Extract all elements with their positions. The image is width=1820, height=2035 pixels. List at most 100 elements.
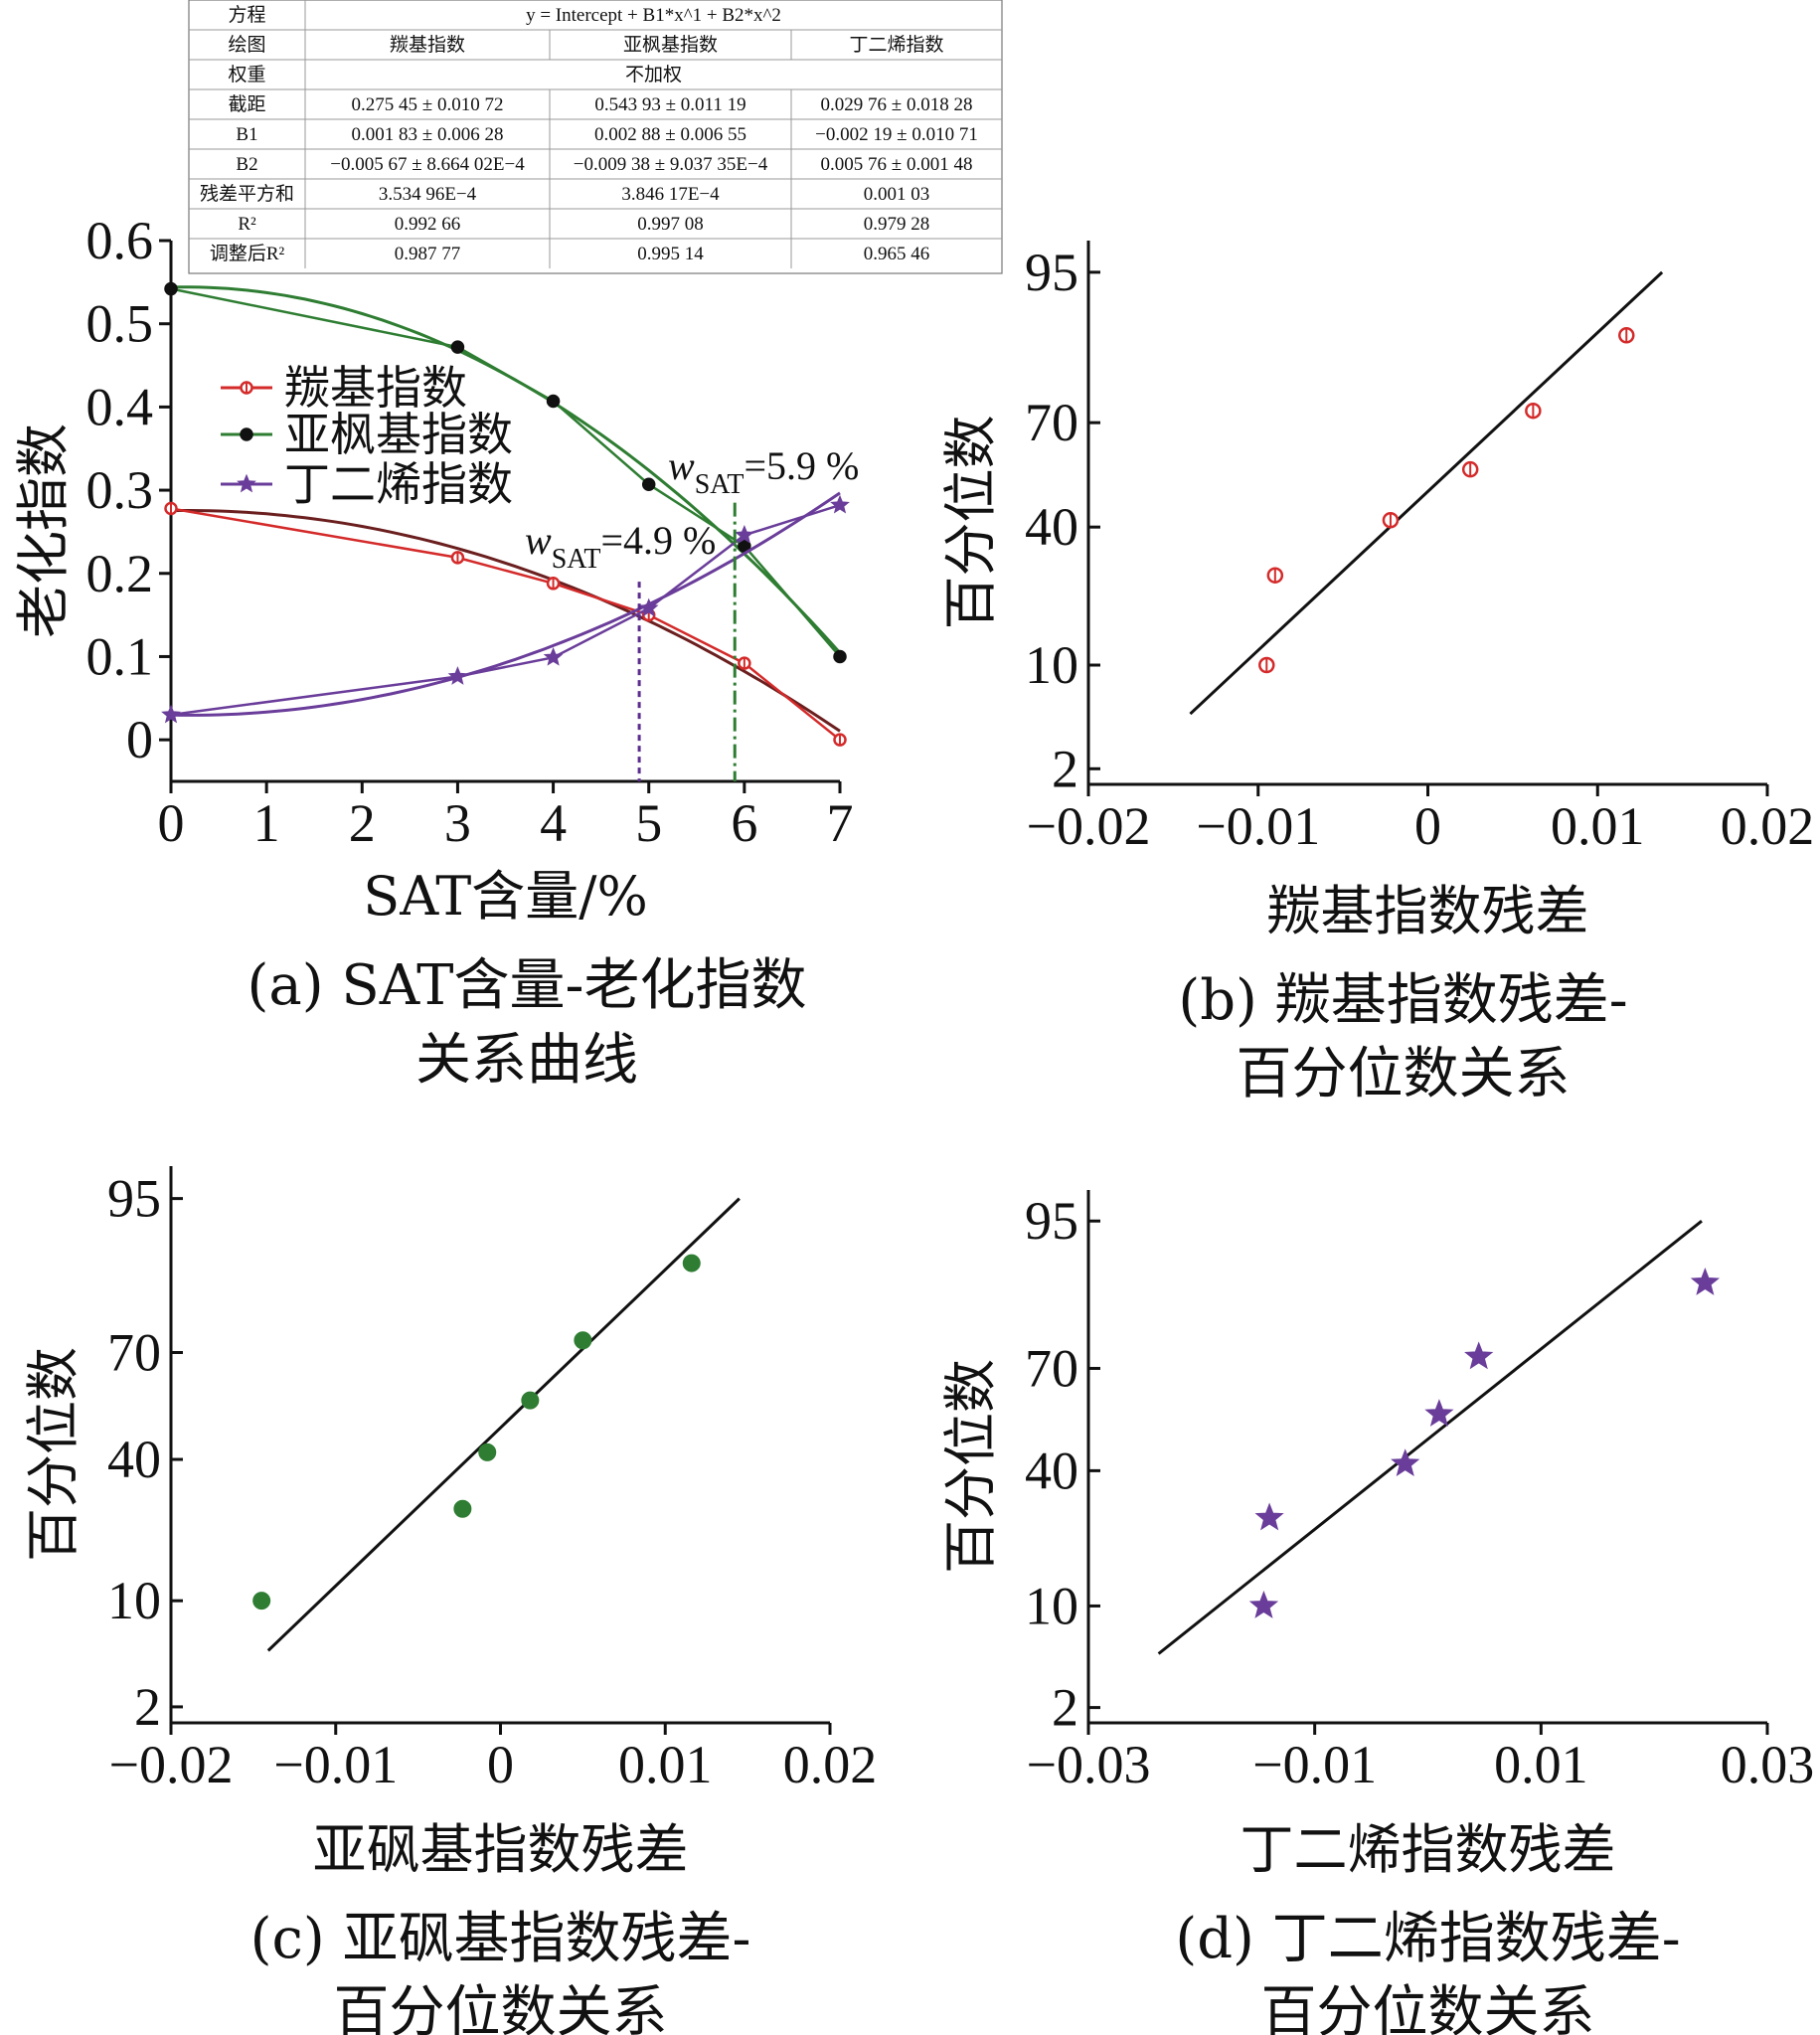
y-tick-label: 0 [126, 710, 153, 769]
data-point [1464, 1341, 1494, 1370]
table-cell: 0.001 83 ± 0.006 28 [352, 124, 504, 145]
y-tick-label: 40 [1025, 497, 1078, 557]
x-tick-label: −0.01 [1196, 796, 1320, 856]
data-point [453, 1499, 472, 1518]
y-tick-label: 2 [1052, 739, 1078, 798]
data-point [735, 524, 754, 544]
y-tick-label: 70 [1025, 393, 1078, 452]
annotation-value: =4.9 % [600, 518, 716, 563]
caption-line: (c) 亚砜基指数残差- [250, 1907, 751, 1971]
annotation-sub: SAT [695, 469, 745, 500]
x-axis-label: SAT含量/% [363, 865, 648, 928]
table-cell: 3.846 17E−4 [621, 184, 720, 205]
caption-line: 百分位数关系 [334, 1980, 668, 2035]
x-tick-label: 1 [253, 793, 280, 853]
table-cell: 3.534 96E−4 [379, 184, 477, 205]
y-tick-label: 0.2 [86, 544, 154, 603]
x-tick-label: 6 [731, 793, 757, 853]
table-row-label: 绘图 [228, 34, 265, 56]
table-cell: 0.987 77 [395, 244, 461, 264]
series-line [170, 503, 841, 717]
y-tick-label: 10 [1025, 635, 1078, 695]
caption-line: 百分位数关系 [1237, 1042, 1571, 1106]
annotation-w: w [668, 443, 695, 488]
table-row-label: 截距 [228, 93, 265, 115]
y-tick-label: 10 [107, 1571, 161, 1630]
x-tick-label: −0.03 [1027, 1735, 1151, 1794]
caption-line: (b) 羰基指数残差- [1178, 968, 1627, 1033]
data-point [447, 666, 468, 685]
table-cell: y = Intercept + B1*x^1 + B2*x^2 [526, 5, 781, 26]
table-cell: 亚枫基指数 [623, 34, 718, 56]
panel-b: −0.02 −0.01 0 0.01 0.02 2 10 40 70 95 羰基指数残差 百分位数 (b… [939, 241, 1814, 1106]
panel-c: −0.02 −0.01 0 0.01 0.02 2 10 40 70 95 亚砜基指数残差 百分位数 (… [22, 1166, 877, 2035]
data-point [546, 394, 561, 409]
x-tick-label: 0.03 [1721, 1735, 1815, 1794]
series-line [170, 287, 841, 658]
y-tick-label: 40 [1025, 1441, 1078, 1500]
fit-line [1189, 270, 1664, 716]
table-row-label: 残差平方和 [200, 183, 294, 205]
y-tick-label: 10 [1025, 1576, 1078, 1635]
x-tick-label: −0.02 [109, 1735, 234, 1794]
annotation: wSAT=5.9 % [668, 443, 859, 500]
annotation-w: w [525, 518, 552, 563]
legend-label: 丁二烯指数 [284, 457, 513, 511]
data-point [240, 427, 253, 441]
x-tick-label: 0.01 [1494, 1735, 1588, 1794]
annotation-value: =5.9 % [744, 443, 859, 488]
x-tick-label: 0 [1414, 796, 1441, 856]
data-point [478, 1442, 497, 1461]
y-axis-label: 百分位数 [22, 1347, 84, 1562]
series-line [170, 507, 841, 742]
y-tick-label: 40 [107, 1430, 161, 1489]
data-point [1248, 1591, 1279, 1618]
x-tick-label: 0.01 [1551, 796, 1645, 856]
y-tick-label: 0.5 [86, 294, 154, 354]
data-point [830, 494, 850, 514]
x-tick-label: 5 [635, 793, 662, 853]
table-cell: 0.275 45 ± 0.010 72 [352, 94, 504, 115]
y-axis-label: 老化指数 [12, 424, 75, 638]
fit-line [266, 1197, 741, 1652]
y-tick-label: 2 [1052, 1678, 1078, 1738]
x-tick-label: 2 [349, 793, 376, 853]
fit-curve [170, 491, 841, 717]
data-point [638, 597, 659, 617]
x-tick-label: 4 [540, 793, 567, 853]
table-row-label: 方程 [228, 4, 265, 26]
table-row-label: B1 [236, 124, 257, 145]
x-axis-label: 羰基指数残差 [1267, 880, 1589, 942]
x-tick-label: −0.02 [1027, 796, 1151, 856]
data-point [1690, 1268, 1721, 1295]
data-point [543, 646, 564, 666]
panel-d: −0.03 −0.01 0.01 0.03 2 10 40 70 95 丁二烯指数残差 百分位数 (d… [939, 1190, 1814, 2035]
table-cell: 0.005 76 ± 0.001 48 [821, 154, 973, 175]
caption-line: (d) 丁二烯指数残差- [1175, 1907, 1680, 1971]
table-row-label: R² [238, 214, 256, 235]
panel-a: 0 1 2 3 4 5 6 7 0 0.1 0.2 0.3 0.4 0.5 0.6 SAT含量/% 老化指数 (a… [12, 211, 859, 1093]
x-axis-label: 丁二烯指数残差 [1241, 1818, 1616, 1881]
table-cell: −0.009 38 ± 9.037 35E−4 [574, 154, 768, 175]
data-point [682, 1254, 701, 1272]
y-tick-label: 2 [134, 1677, 161, 1737]
table-cell: 丁二烯指数 [849, 34, 943, 56]
table-cell: 0.965 46 [864, 244, 930, 264]
table-cell: 0.029 76 ± 0.018 28 [821, 94, 973, 115]
table-cell: −0.005 67 ± 8.664 02E−4 [330, 154, 525, 175]
table-cell: 0.997 08 [637, 214, 704, 235]
table-cell: 0.543 93 ± 0.011 19 [594, 94, 745, 115]
data-point [1424, 1399, 1454, 1427]
table-cell: 0.995 14 [637, 244, 704, 264]
y-tick-label: 0.1 [86, 626, 154, 686]
legend-label: 亚枫基指数 [284, 408, 513, 461]
x-tick-label: 7 [827, 793, 854, 853]
table-cell: 0.001 03 [864, 184, 930, 205]
data-point [641, 477, 656, 491]
legend-label: 羰基指数 [284, 361, 467, 415]
annotation: wSAT=4.9 % [525, 518, 716, 575]
data-point [574, 1331, 592, 1350]
data-point [833, 649, 847, 664]
x-tick-label: 3 [444, 793, 471, 853]
x-axis-label: 亚砜基指数残差 [313, 1818, 689, 1881]
